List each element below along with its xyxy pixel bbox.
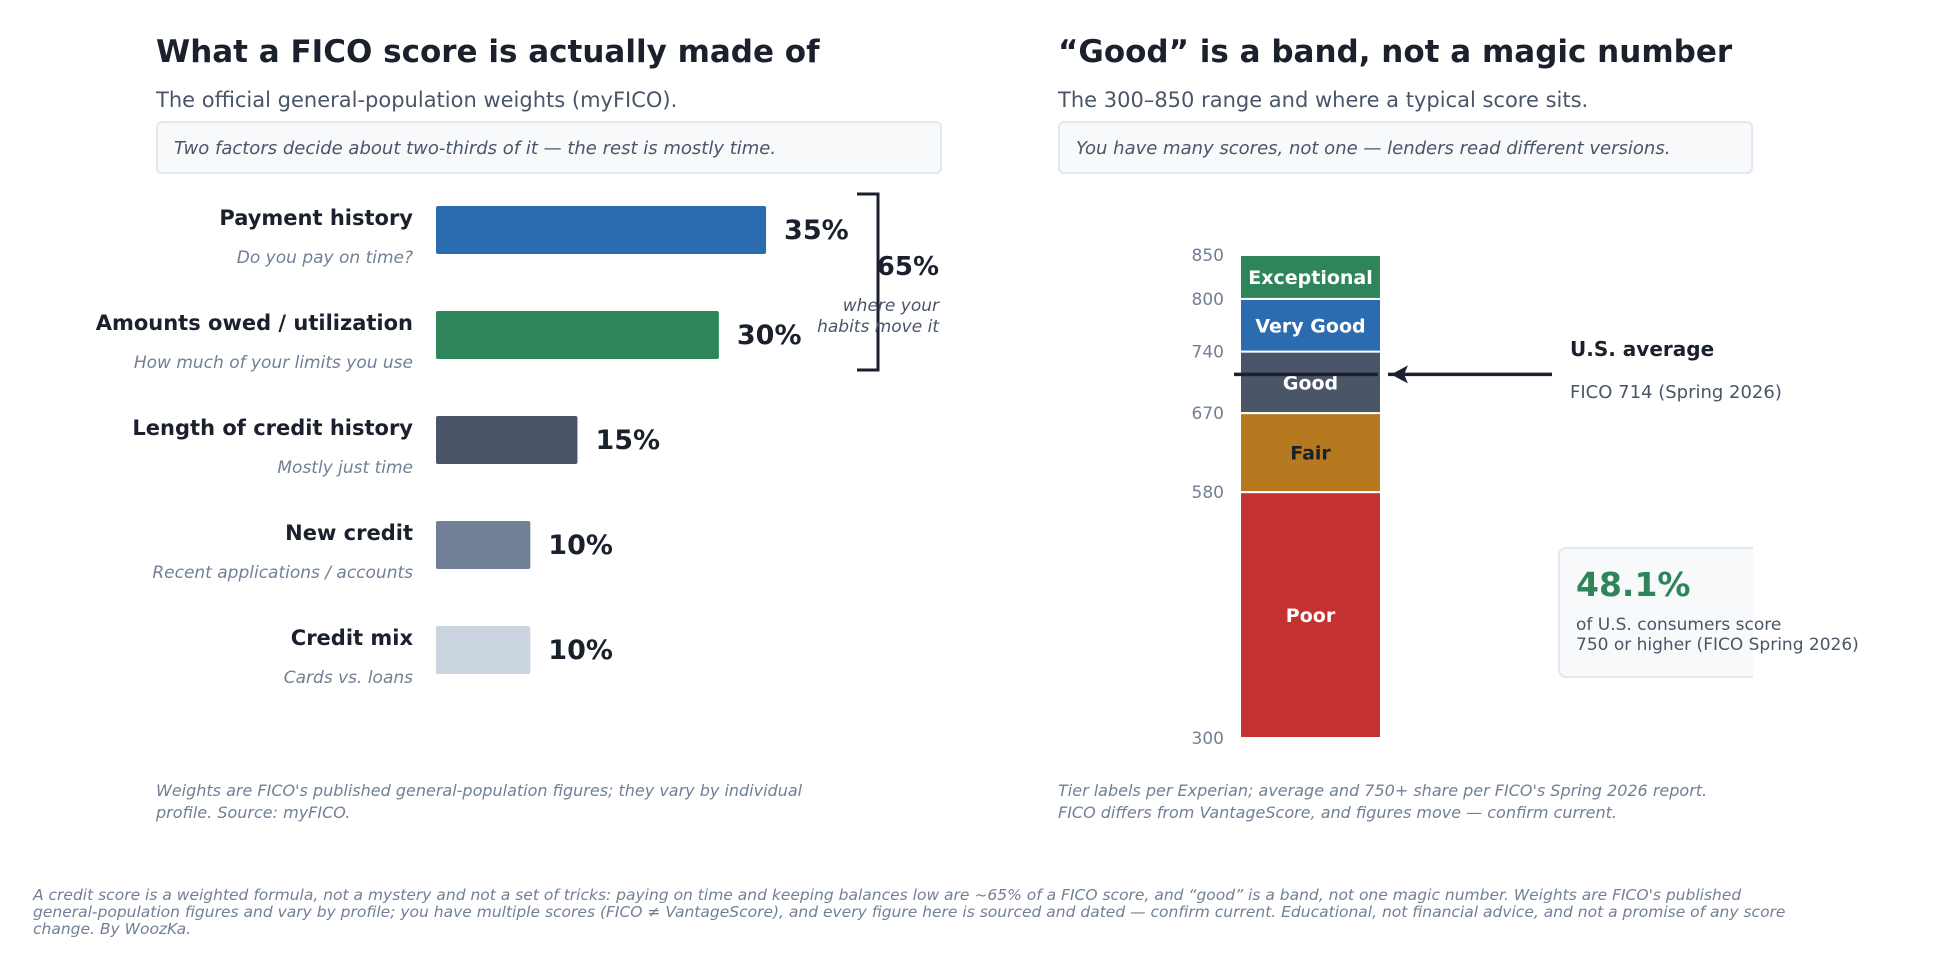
score-band	[1239, 350, 1382, 415]
score-band-label: Very Good	[1255, 315, 1365, 337]
score-band	[1239, 254, 1382, 300]
score-band-label: Poor	[1286, 605, 1336, 627]
right-footnote-line-1: Tier labels per Experian; average and 75…	[1058, 781, 1708, 800]
factor-bar	[436, 416, 578, 464]
left-footnote-line-2: profile. Source: myFICO.	[156, 803, 351, 822]
factor-label: Amounts owed / utilization	[96, 311, 413, 335]
habits-bracket: 65% where your habits move it	[817, 192, 940, 372]
score-band-label: Good	[1283, 372, 1338, 394]
bottom-note-line-1: A credit score is a weighted formula, no…	[33, 886, 1742, 904]
y-tick-label: 800	[1192, 290, 1224, 310]
factor-value-label: 35%	[784, 215, 849, 246]
score-band	[1239, 297, 1382, 353]
stat-value: 48.1%	[1576, 565, 1691, 604]
y-tick-label: 670	[1192, 404, 1224, 424]
factor-bar	[436, 206, 767, 254]
score-band	[1239, 491, 1382, 740]
factor-label: New credit	[285, 521, 413, 545]
y-tick-label: 300	[1192, 729, 1224, 749]
y-tick-label: 850	[1192, 246, 1224, 266]
factor-bar	[436, 626, 531, 674]
left-callout-box: Two factors decide about two-thirds of i…	[156, 121, 942, 174]
stat-text-line-2: 750 or higher (FICO Spring 2026)	[1576, 635, 1859, 655]
average-detail: FICO 714 (Spring 2026)	[1570, 382, 1782, 403]
right-panel-title: “Good” is a band, not a magic number	[1058, 34, 1733, 70]
factor-sublabel: Do you pay on time?	[237, 248, 413, 268]
factor-sublabel: Mostly just time	[277, 458, 413, 478]
factor-sublabel: Cards vs. loans	[284, 668, 413, 688]
bracket-line	[857, 192, 880, 372]
factor-value-label: 10%	[548, 635, 613, 666]
factor-bar	[436, 311, 719, 359]
left-callout-text: Two factors decide about two-thirds of i…	[174, 138, 777, 159]
stat-card	[1558, 547, 1753, 678]
factor-bar	[436, 521, 531, 569]
bottom-note-line-3: change. By WoozKa.	[33, 920, 192, 938]
factor-label: Payment history	[219, 206, 413, 230]
factor-sublabel: Recent applications / accounts	[152, 563, 413, 583]
factor-label: Length of credit history	[132, 416, 413, 440]
score-band	[1239, 412, 1382, 494]
factor-value-label: 30%	[737, 320, 802, 351]
left-panel-subtitle: The official general-population weights …	[156, 88, 678, 112]
right-callout-box: You have many scores, not one — lenders …	[1058, 121, 1753, 174]
right-footnote: Tier labels per Experian; average and 75…	[1058, 780, 1838, 824]
stat-text-line-1: of U.S. consumers score	[1576, 615, 1782, 635]
left-footnote: Weights are FICO's published general-pop…	[156, 780, 936, 824]
right-footnote-line-2: FICO differs from VantageScore, and figu…	[1058, 803, 1617, 822]
left-footnote-line-1: Weights are FICO's published general-pop…	[156, 781, 803, 800]
score-band-label: Exceptional	[1248, 267, 1373, 289]
y-tick-label: 740	[1192, 343, 1224, 363]
left-panel-title: What a FICO score is actually made of	[156, 34, 820, 70]
stat-text: of U.S. consumers score 750 or higher (F…	[1576, 615, 1859, 655]
score-band-label: Fair	[1290, 443, 1331, 465]
y-tick-label: 580	[1192, 483, 1224, 503]
bracket-value: 65%	[877, 252, 939, 282]
average-arrow-head	[1391, 365, 1408, 384]
right-panel-subtitle: The 300–850 range and where a typical sc…	[1058, 88, 1589, 112]
bracket-caption-line-1: where your	[843, 296, 940, 316]
factor-value-label: 15%	[595, 425, 660, 456]
factor-sublabel: How much of your limits you use	[134, 353, 413, 373]
factor-value-label: 10%	[548, 530, 613, 561]
factor-label: Credit mix	[291, 626, 414, 650]
right-callout-text: You have many scores, not one — lenders …	[1076, 138, 1671, 159]
average-label: U.S. average	[1570, 337, 1715, 361]
bottom-note: A credit score is a weighted formula, no…	[33, 887, 1928, 938]
average-marker	[1234, 365, 1552, 384]
bracket-caption-line-2: habits move it	[817, 317, 940, 337]
bottom-note-line-2: general-population figures and vary by p…	[33, 903, 1786, 921]
